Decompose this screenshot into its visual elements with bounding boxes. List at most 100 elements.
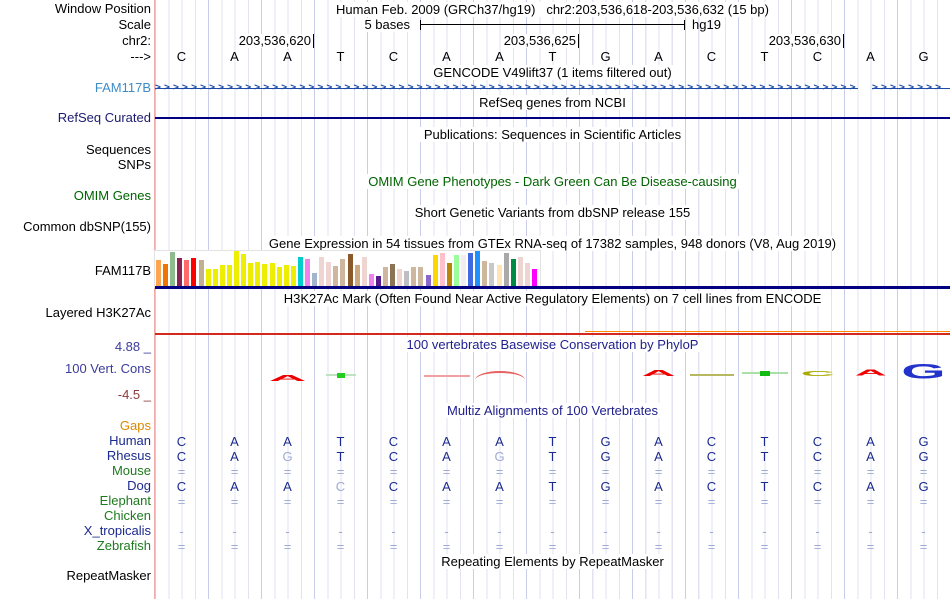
alignment-base: A xyxy=(442,449,451,464)
gtex-expression-bar[interactable] xyxy=(390,264,396,286)
gtex-expression-bar[interactable] xyxy=(489,263,495,286)
gtex-expression-bar[interactable] xyxy=(361,257,367,286)
gtex-expression-bar[interactable] xyxy=(226,265,232,286)
browser-track-area[interactable]: Human Feb. 2009 (GRCh37/hg19) chr2:203,5… xyxy=(154,0,950,599)
gtex-bar-chart[interactable] xyxy=(154,250,541,288)
track-label-common-dbsnp[interactable]: Common dbSNP(155) xyxy=(23,219,151,234)
track-label-refseq-curated[interactable]: RefSeq Curated xyxy=(57,110,151,125)
publications-track-title[interactable]: Publications: Sequences in Scientific Ar… xyxy=(155,127,950,142)
gtex-expression-bar[interactable] xyxy=(411,267,417,286)
conservation-track-title[interactable]: 100 vertebrates Basewise Conservation by… xyxy=(155,337,950,352)
multiz-species-label-mouse[interactable]: Mouse xyxy=(111,463,151,478)
gtex-expression-bar[interactable] xyxy=(319,257,325,286)
gtex-expression-bar[interactable] xyxy=(198,260,204,286)
gtex-expression-bar[interactable] xyxy=(496,265,502,286)
gtex-expression-bar[interactable] xyxy=(432,255,438,286)
alignment-base: - xyxy=(603,524,608,539)
gtex-expression-bar[interactable] xyxy=(177,258,183,286)
gtex-expression-bar[interactable] xyxy=(262,264,268,286)
dbsnp-track-title[interactable]: Short Genetic Variants from dbSNP releas… xyxy=(155,205,950,220)
gtex-expression-bar[interactable] xyxy=(219,265,225,286)
gtex-expression-bar[interactable] xyxy=(191,258,197,286)
gtex-expression-bar[interactable] xyxy=(468,253,474,286)
gtex-expression-bar[interactable] xyxy=(156,260,161,286)
gencode-item-label-fam117b[interactable]: FAM117B xyxy=(94,80,151,95)
multiz-species-label-x_tropicalis[interactable]: X_tropicalis xyxy=(83,523,151,538)
gtex-expression-bar[interactable] xyxy=(347,254,353,286)
gtex-expression-bar[interactable] xyxy=(517,257,523,286)
gtex-expression-bar[interactable] xyxy=(312,273,318,286)
conservation-glyph xyxy=(420,358,473,386)
gtex-expression-bar[interactable] xyxy=(212,269,218,286)
gtex-expression-bar[interactable] xyxy=(397,269,403,286)
gtex-expression-bar[interactable] xyxy=(354,265,360,286)
gtex-track-title[interactable]: Gene Expression in 54 tissues from GTEx … xyxy=(155,236,950,251)
alignment-base: G xyxy=(918,449,929,464)
multiz-species-label-chicken[interactable]: Chicken xyxy=(104,508,151,523)
ruler-base: C xyxy=(388,49,399,64)
alignment-base: T xyxy=(548,479,557,494)
gtex-expression-bar[interactable] xyxy=(297,257,303,286)
track-label-repeatmasker[interactable]: RepeatMasker xyxy=(66,568,151,583)
track-label-100-vert-cons[interactable]: 100 Vert. Cons xyxy=(65,361,151,376)
position-text: Human Feb. 2009 (GRCh37/hg19) chr2:203,5… xyxy=(336,2,769,17)
gtex-expression-bar[interactable] xyxy=(375,276,381,286)
omim-track-title[interactable]: OMIM Gene Phenotypes - Dark Green Can Be… xyxy=(155,174,950,189)
gtex-expression-bar[interactable] xyxy=(475,251,481,286)
gencode-track-title[interactable]: GENCODE V49lift37 (1 items filtered out) xyxy=(155,65,950,80)
gtex-expression-bar[interactable] xyxy=(241,254,247,286)
gtex-expression-bar[interactable] xyxy=(461,255,467,286)
multiz-species-label-elephant[interactable]: Elephant xyxy=(99,493,151,508)
gtex-expression-bar[interactable] xyxy=(418,267,424,286)
gtex-expression-bar[interactable] xyxy=(269,263,275,286)
track-label-layered-h3k27ac[interactable]: Layered H3K27Ac xyxy=(45,305,151,320)
gtex-expression-bar[interactable] xyxy=(333,266,339,286)
multiz-species-label-zebrafish[interactable]: Zebrafish xyxy=(96,538,151,553)
repeatmasker-track-title[interactable]: Repeating Elements by RepeatMasker xyxy=(155,554,950,569)
multiz-species-label-rhesus[interactable]: Rhesus xyxy=(106,448,151,463)
gtex-expression-bar[interactable] xyxy=(446,263,452,286)
gtex-expression-bar[interactable] xyxy=(255,262,261,286)
multiz-species-label-dog[interactable]: Dog xyxy=(127,478,151,493)
gtex-expression-bar[interactable] xyxy=(503,253,509,286)
gtex-expression-bar[interactable] xyxy=(531,269,537,286)
alignment-base: = xyxy=(601,464,610,479)
gtex-expression-bar[interactable] xyxy=(425,275,431,286)
gtex-expression-bar[interactable] xyxy=(453,255,459,286)
gtex-expression-bar[interactable] xyxy=(170,252,176,286)
gtex-expression-bar[interactable] xyxy=(283,265,289,286)
multiz-track-title[interactable]: Multiz Alignments of 100 Vertebrates xyxy=(155,403,950,418)
multiz-species-label-gaps[interactable]: Gaps xyxy=(119,418,151,433)
track-label-gtex-fam117b[interactable]: FAM117B xyxy=(94,263,151,278)
alignment-base: = xyxy=(442,494,451,509)
gtex-expression-bar[interactable] xyxy=(383,267,388,286)
gtex-expression-bar[interactable] xyxy=(524,263,530,286)
strand-arrow-label[interactable]: ---> xyxy=(130,49,151,64)
gtex-expression-bar[interactable] xyxy=(290,266,296,286)
refseq-transcript-line[interactable] xyxy=(155,117,950,119)
h3k27ac-track-title[interactable]: H3K27Ac Mark (Often Found Near Active Re… xyxy=(155,291,950,306)
track-label-sequences[interactable]: Sequences xyxy=(85,142,151,157)
gtex-expression-bar[interactable] xyxy=(326,262,332,286)
gtex-expression-bar[interactable] xyxy=(234,251,240,286)
gtex-expression-bar[interactable] xyxy=(404,271,410,286)
gtex-expression-bar[interactable] xyxy=(248,263,254,286)
multiz-species-label-human[interactable]: Human xyxy=(109,433,151,448)
gtex-expression-bar[interactable] xyxy=(482,261,488,286)
refseq-track-title[interactable]: RefSeq genes from NCBI xyxy=(155,95,950,110)
track-label-omim-genes[interactable]: OMIM Genes xyxy=(73,188,151,203)
gtex-expression-bar[interactable] xyxy=(184,260,190,286)
gtex-expression-bar[interactable] xyxy=(205,269,211,286)
gencode-exon-intron-segment[interactable]: >>>>>>>>>>>>>>>>>>>>>>>>>>>>>>>>>>>>>>>>… xyxy=(155,82,858,95)
gencode-exon-intron-segment[interactable]: >>>>>>>> xyxy=(872,82,950,95)
gtex-expression-bar[interactable] xyxy=(276,267,282,286)
alignment-base: A xyxy=(654,479,663,494)
gtex-expression-bar[interactable] xyxy=(163,264,169,286)
gtex-expression-bar[interactable] xyxy=(510,259,516,286)
gtex-expression-bar[interactable] xyxy=(368,274,374,286)
gencode-transcript-fam117b[interactable]: >>>>>>>>>>>>>>>>>>>>>>>>>>>>>>>>>>>>>>>>… xyxy=(155,82,950,95)
gtex-expression-bar[interactable] xyxy=(439,253,445,286)
gtex-expression-bar[interactable] xyxy=(304,259,310,286)
track-label-snps[interactable]: SNPs xyxy=(117,157,151,172)
gtex-expression-bar[interactable] xyxy=(340,259,346,286)
